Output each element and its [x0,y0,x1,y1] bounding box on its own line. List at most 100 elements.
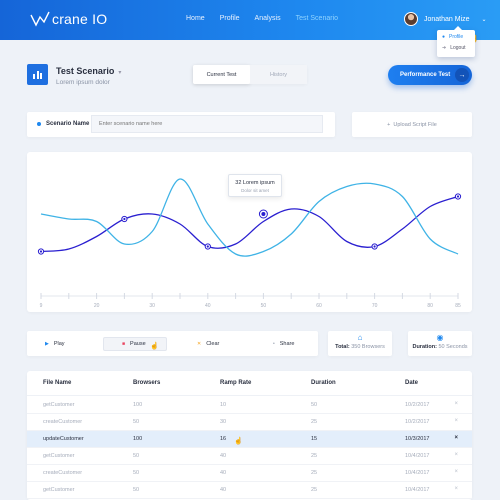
table-cell: 40 [220,470,227,476]
duration-label: Duration: [412,344,437,350]
table-row[interactable]: createCustomer 50 40 25 10/4/2017 × [27,465,472,482]
table-cell: 10/4/2017 [405,453,430,459]
nav-test-scenario[interactable]: Test Scenario [295,15,339,22]
user-menu[interactable]: Jonathan Mize ⌄ [404,12,487,26]
dropdown-profile[interactable]: ● Profile [442,34,470,40]
playback-controls: ▶ Play ■ Pause ✕ Clear • Share [27,331,318,356]
page-subtitle: Lorem ipsum dolor [56,79,110,86]
bar-chart-icon [27,64,48,85]
header-duration[interactable]: Duration [311,380,336,386]
tab-history[interactable]: History [250,65,307,84]
clear-label: Clear [206,341,220,347]
table-cell: 10/2/2017 [405,419,430,425]
header-browsers[interactable]: Browsers [133,380,161,386]
table-cell: 25 [311,453,318,459]
clear-button[interactable]: ✕ Clear [197,337,219,351]
table-cell: updateCustomer [43,436,84,442]
total-label: Total: [335,344,350,350]
home-icon: ⌂ [357,333,363,342]
table-cell: 10/3/2017 [405,436,430,442]
close-icon[interactable]: × [454,452,458,458]
plus-icon: + [387,121,391,128]
table-cell: getCustomer [43,487,75,493]
share-label: Share [279,341,295,347]
table-cell: 100 [133,402,143,408]
share-button[interactable]: • Share [273,337,294,351]
close-icon[interactable]: × [454,418,458,424]
user-dropdown: ● Profile ➜ Logout [437,26,475,57]
total-value: 350 Browsers [351,344,385,350]
nav-home[interactable]: Home [186,15,205,22]
chevron-down-icon[interactable]: ▾ [118,70,122,76]
upload-script-button[interactable]: + Upload Script File [352,112,472,137]
table-cell: 100 [133,436,143,442]
upload-script-label: Upload Script File [393,121,437,128]
x-tick-label: 85 [455,303,461,309]
table-row[interactable]: getCustomer 100 10 50 10/2/2017 × [27,397,472,414]
table-cell: 10/2/2017 [405,402,430,408]
x-tick-label: 9 [40,303,43,309]
total-browsers-card: ⌂ Total: 350 Browsers [328,331,392,356]
table-row[interactable]: updateCustomer 100 16 15 10/3/2017 × [27,431,472,448]
close-icon[interactable]: × [454,469,458,475]
tooltip-title: 32 Lorem ipsum [235,180,275,186]
data-point-dot [373,245,376,248]
table-cell: 25 [311,470,318,476]
play-button[interactable]: ▶ Play [45,337,65,351]
bullet-dot-icon [37,122,41,126]
header-ramp-rate[interactable]: Ramp Rate [220,380,252,386]
table-row[interactable]: getCustomer 50 40 25 10/4/2017 × [27,482,472,499]
data-point-dot [39,250,43,253]
play-label: Play [53,341,65,347]
table-row[interactable]: getCustomer 50 40 25 10/4/2017 × [27,448,472,465]
logo-text: crane IO [52,11,108,27]
x-tick-label: 30 [149,303,155,309]
close-icon[interactable]: × [454,435,458,441]
scenario-name-card: Scenario Name [27,112,335,137]
user-name[interactable]: Jonathan Mize [424,15,470,23]
nav-profile[interactable]: Profile [219,15,240,22]
scenario-name-label-text: Scenario Name [46,121,90,127]
top-navbar: crane IO Home Profile Analysis Test Scen… [0,0,500,40]
header-date[interactable]: Date [405,380,419,386]
duration-text: Duration: 50 Seconds [408,344,472,350]
table-cell: 25 [311,419,318,425]
close-icon[interactable]: × [454,486,458,492]
table-cell: 40 [220,453,227,459]
nav-analysis[interactable]: Analysis [254,15,281,22]
total-browsers-text: Total: 350 Browsers [328,344,392,350]
chevron-down-icon[interactable]: ⌄ [481,16,487,23]
x-tick-label: 60 [316,303,322,309]
hand-cursor-icon: ☝ [150,343,159,350]
line-chart: 9 20 30 40 50 60 70 80 85 32 Lorem ipsum Dolor s… [27,152,472,312]
main-nav: Home Profile Analysis Test Scenario [186,15,353,22]
data-point-dot [261,212,266,216]
x-tick-label: 70 [372,303,378,309]
crane-logo[interactable]: crane IO [30,11,107,27]
table-cell: 10/4/2017 [405,470,430,476]
scenario-name-input[interactable] [91,115,323,133]
dropdown-logout-label: Logout [450,45,466,51]
pause-icon: ■ [122,341,126,347]
page-title[interactable]: Test Scenario ▾ [56,66,121,76]
table-cell: 50 [133,419,140,425]
avatar[interactable] [404,12,418,26]
tab-current-test[interactable]: Current Test [193,65,250,84]
table-cell: getCustomer [43,402,75,408]
table-row[interactable]: createCustomer 50 30 25 10/2/2017 × [27,414,472,431]
duration-value: 50 Seconds [438,344,468,350]
data-point-dot [456,195,460,198]
performance-test-button[interactable]: Performance Test → [388,65,472,85]
line-chart-svg: 9 20 30 40 50 60 70 80 85 [37,178,462,309]
play-icon: ▶ [45,341,49,347]
x-tick-label: 40 [205,303,211,309]
header-file-name[interactable]: File Name [43,380,72,386]
duration-card: ◉ Duration: 50 Seconds [408,331,472,356]
table-cell: 30 [220,419,227,425]
pause-button[interactable]: ■ Pause [103,337,167,351]
table-cell: 16 [220,436,227,442]
close-icon[interactable]: × [454,401,458,407]
dropdown-logout[interactable]: ➜ Logout [442,45,470,51]
table-cell: createCustomer [43,419,83,425]
logout-icon: ➜ [442,45,447,51]
